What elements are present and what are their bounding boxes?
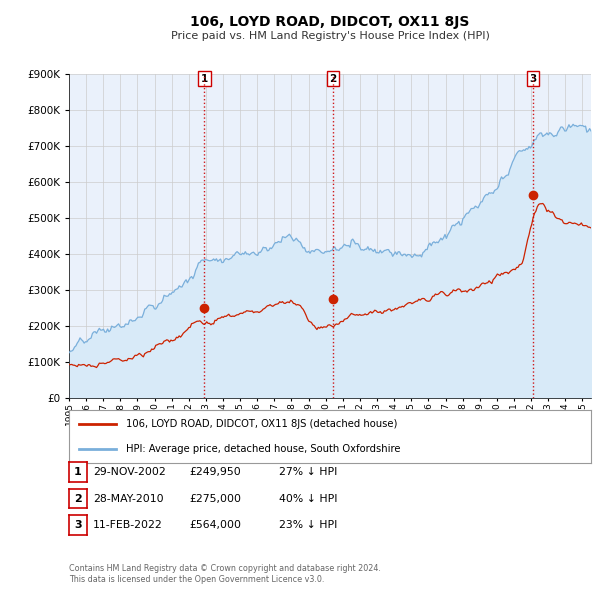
Text: 106, LOYD ROAD, DIDCOT, OX11 8JS: 106, LOYD ROAD, DIDCOT, OX11 8JS	[190, 15, 470, 29]
Text: 2: 2	[329, 74, 337, 84]
Text: This data is licensed under the Open Government Licence v3.0.: This data is licensed under the Open Gov…	[69, 575, 325, 584]
Text: 40% ↓ HPI: 40% ↓ HPI	[279, 494, 337, 503]
Text: £275,000: £275,000	[189, 494, 241, 503]
Text: 1: 1	[201, 74, 208, 84]
Text: Price paid vs. HM Land Registry's House Price Index (HPI): Price paid vs. HM Land Registry's House …	[170, 31, 490, 41]
Text: 2: 2	[74, 494, 82, 503]
Text: 3: 3	[530, 74, 537, 84]
Text: HPI: Average price, detached house, South Oxfordshire: HPI: Average price, detached house, Sout…	[127, 444, 401, 454]
Text: 11-FEB-2022: 11-FEB-2022	[93, 520, 163, 530]
Text: 1: 1	[74, 467, 82, 477]
Text: 27% ↓ HPI: 27% ↓ HPI	[279, 467, 337, 477]
Text: 28-MAY-2010: 28-MAY-2010	[93, 494, 164, 503]
Text: 3: 3	[74, 520, 82, 530]
Text: 106, LOYD ROAD, DIDCOT, OX11 8JS (detached house): 106, LOYD ROAD, DIDCOT, OX11 8JS (detach…	[127, 419, 398, 430]
Text: £249,950: £249,950	[189, 467, 241, 477]
Text: 23% ↓ HPI: 23% ↓ HPI	[279, 520, 337, 530]
Text: Contains HM Land Registry data © Crown copyright and database right 2024.: Contains HM Land Registry data © Crown c…	[69, 565, 381, 573]
Text: £564,000: £564,000	[189, 520, 241, 530]
Text: 29-NOV-2002: 29-NOV-2002	[93, 467, 166, 477]
